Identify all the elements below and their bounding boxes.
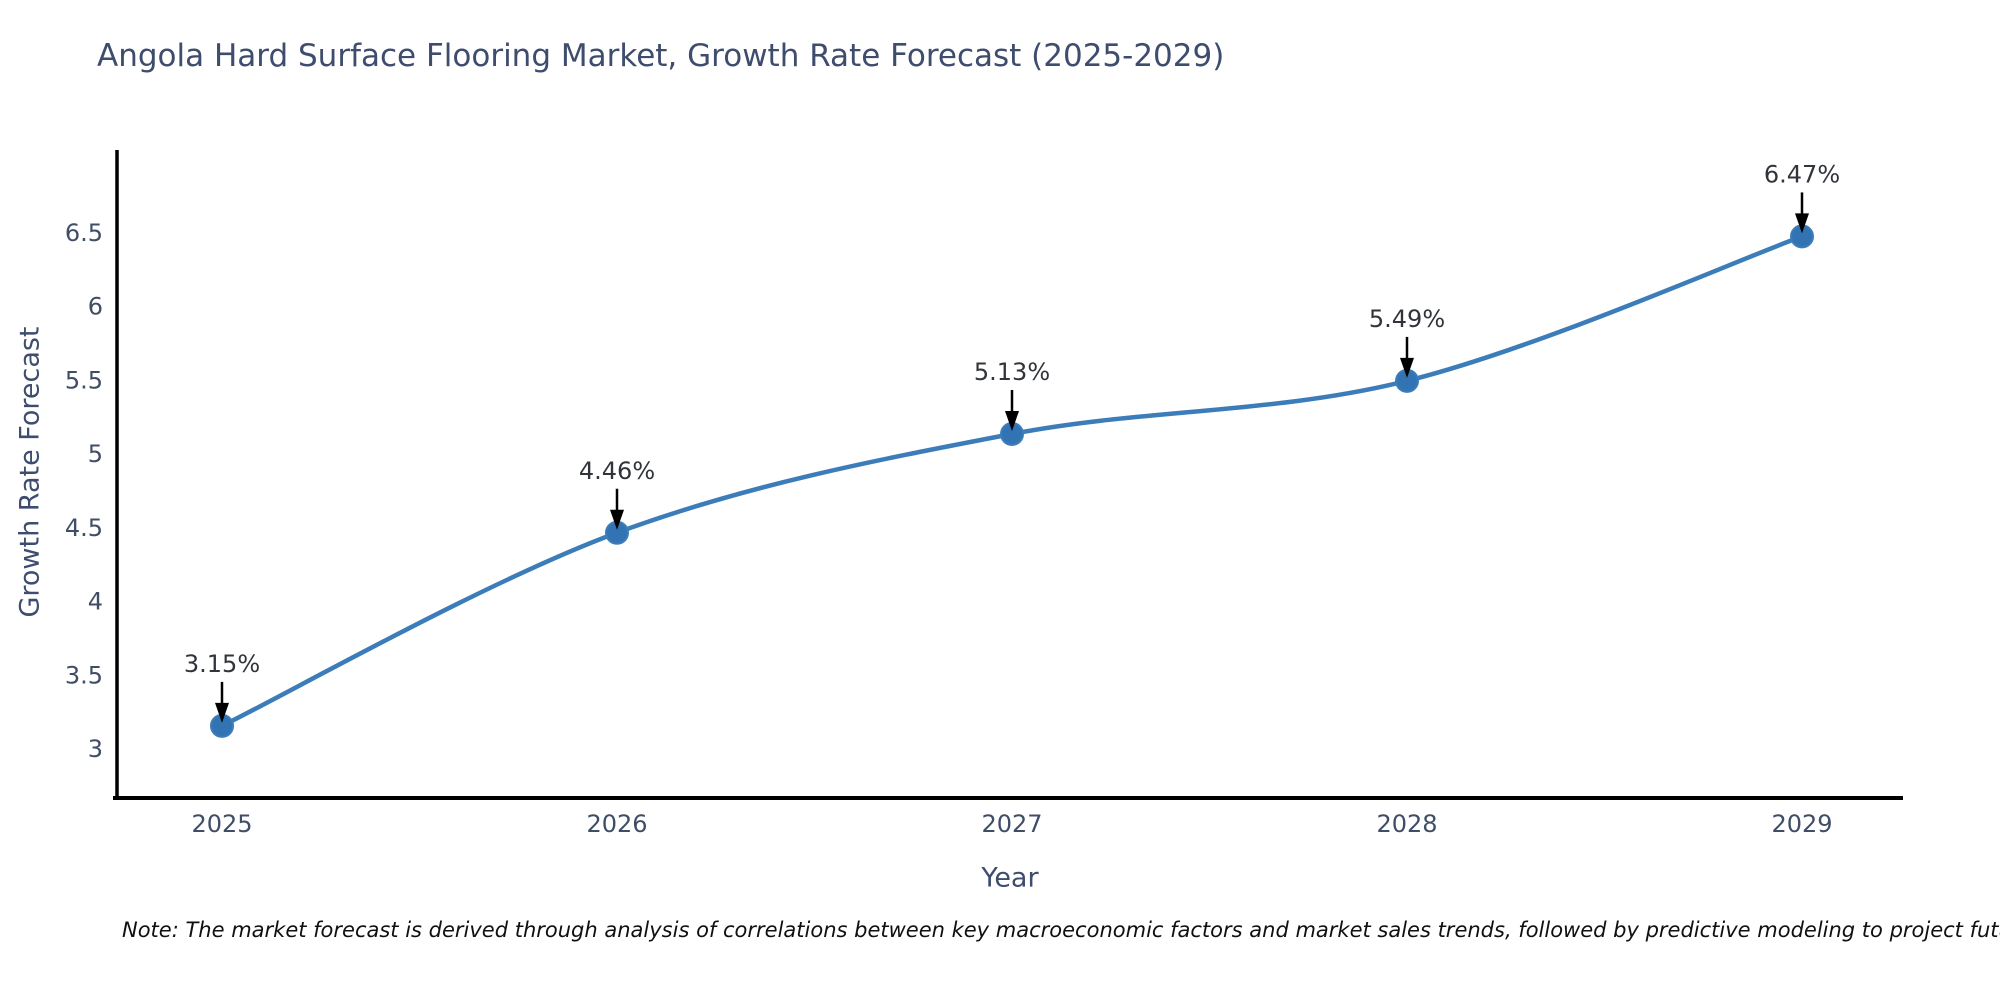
y-tick-label: 4 — [88, 588, 103, 616]
x-tick-label: 2029 — [1771, 810, 1832, 838]
data-point-label: 6.47% — [1764, 160, 1840, 188]
data-point-label: 4.46% — [579, 457, 655, 485]
y-tick-label: 5 — [88, 440, 103, 468]
y-tick-label: 5.5 — [65, 366, 103, 394]
x-tick-label: 2028 — [1376, 810, 1437, 838]
data-point-label: 5.49% — [1369, 305, 1445, 333]
annotation-arrowhead-icon — [1795, 213, 1809, 234]
annotation-arrowhead-icon — [1400, 357, 1414, 378]
y-tick-label: 3.5 — [65, 661, 103, 689]
x-tick-label: 2027 — [981, 810, 1042, 838]
y-tick-label: 6.5 — [65, 219, 103, 247]
x-tick-label: 2026 — [586, 810, 647, 838]
annotation-arrowhead-icon — [215, 702, 229, 723]
data-point-label: 5.13% — [974, 358, 1050, 386]
y-tick-label: 6 — [88, 293, 103, 321]
annotation-arrowhead-icon — [1005, 410, 1019, 431]
annotation-arrowhead-icon — [610, 509, 624, 530]
y-tick-label: 4.5 — [65, 514, 103, 542]
y-tick-label: 3 — [88, 735, 103, 763]
chart-note: Note: The market forecast is derived thr… — [122, 918, 2000, 942]
x-axis-title: Year — [981, 862, 1039, 894]
trend-line — [219, 234, 1805, 729]
x-tick-label: 2025 — [191, 810, 252, 838]
data-point-label: 3.15% — [184, 650, 260, 678]
chart-title: Angola Hard Surface Flooring Market, Gro… — [97, 38, 1225, 74]
